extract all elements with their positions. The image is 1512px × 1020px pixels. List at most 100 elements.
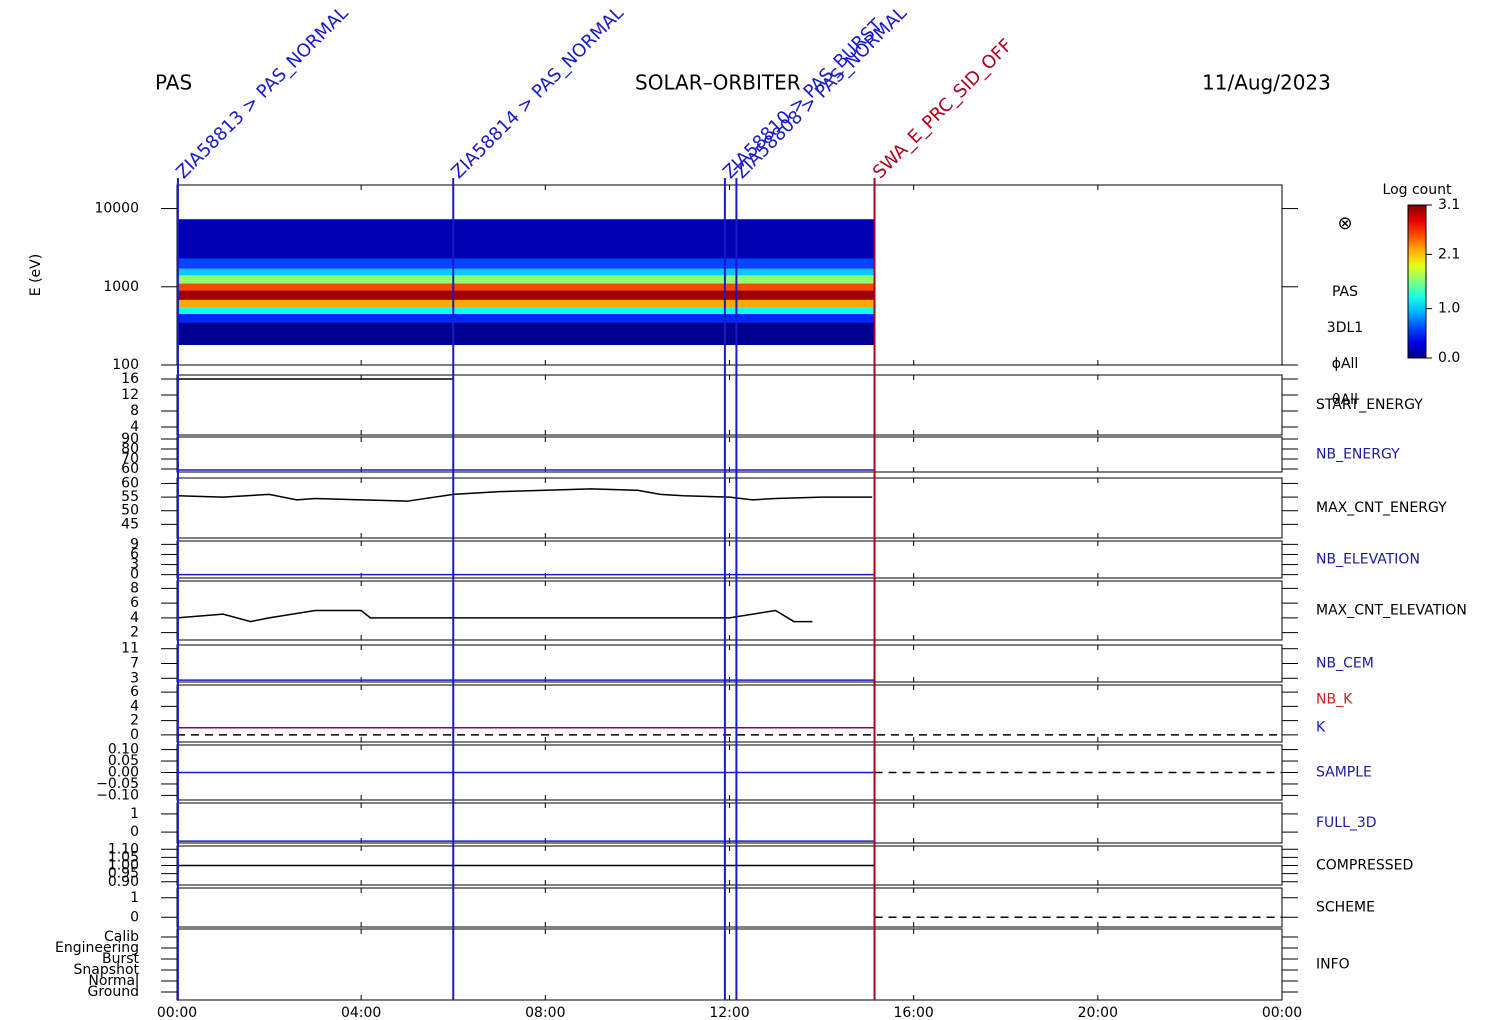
y-tick-label: 1.10 xyxy=(108,841,139,857)
y-tick-label: 4 xyxy=(130,610,139,626)
y-tick-label: 1.05 xyxy=(108,849,139,865)
y-tick-label: 11 xyxy=(121,641,139,657)
spectrogram-band xyxy=(177,283,875,291)
y-tick-label: 8 xyxy=(130,403,139,419)
panel-label: K xyxy=(1316,720,1326,736)
y-tick-label: 16 xyxy=(121,371,139,387)
y-tick-label: 1 xyxy=(130,806,139,822)
x-tick-label: 16:00 xyxy=(893,1005,933,1020)
panel-frame xyxy=(176,540,1283,579)
y-tick-label: 100 xyxy=(112,357,139,373)
y-tick-label: 55 xyxy=(121,489,139,505)
y-tick-label: 0 xyxy=(130,824,139,840)
y-tick-label: 60 xyxy=(121,461,139,477)
colorbar-tick-label: 2.1 xyxy=(1438,246,1460,262)
panel-frame xyxy=(176,887,1283,928)
panel-label: NB_ENERGY xyxy=(1316,447,1400,463)
colorbar-tick-label: 3.1 xyxy=(1438,197,1460,213)
spectrogram-band xyxy=(177,290,875,300)
panel-label: START_ENERGY xyxy=(1316,397,1423,413)
panel-label: NB_ELEVATION xyxy=(1316,552,1420,568)
spectrogram-band xyxy=(177,313,875,323)
panel-label: SCHEME xyxy=(1316,900,1375,916)
panel-frame xyxy=(176,374,1283,436)
y-tick-label: −0.05 xyxy=(96,776,139,792)
y-tick-label: 90 xyxy=(121,431,139,447)
header-left: PAS xyxy=(155,71,192,95)
y-tick-label: 4 xyxy=(130,698,139,714)
spectrogram-band xyxy=(177,268,875,276)
x-tick-label: 12:00 xyxy=(709,1005,749,1020)
y-tick-label: 0 xyxy=(130,909,139,925)
y-tick-label: 45 xyxy=(121,516,139,532)
y-tick-label: 0 xyxy=(130,727,139,743)
spectrogram-band xyxy=(177,258,875,269)
panel-frame xyxy=(176,436,1283,473)
category-label: Calib xyxy=(104,929,139,945)
y-tick-label: 1000 xyxy=(103,279,139,295)
panel-label: ϕAll xyxy=(1332,356,1359,372)
data-line xyxy=(176,488,873,502)
event-label: ZIA58814 > PAS_NORMAL xyxy=(447,3,627,183)
data-line xyxy=(176,609,813,623)
colorbar-tick-label: 0.0 xyxy=(1438,350,1460,366)
x-tick-label: 08:00 xyxy=(525,1005,565,1020)
panel-label: SAMPLE xyxy=(1316,765,1372,781)
panel-frame xyxy=(176,644,1283,683)
y-tick-label: 6 xyxy=(130,595,139,611)
category-label: Normal xyxy=(88,973,139,989)
y-tick-label: 80 xyxy=(121,441,139,457)
y-tick-label: −0.10 xyxy=(96,787,139,803)
header-center: SOLAR–ORBITER xyxy=(635,71,801,95)
y-tick-label: 3 xyxy=(130,557,139,573)
spectrogram-band xyxy=(177,219,875,259)
panel-label: MAX_CNT_ELEVATION xyxy=(1316,603,1467,619)
y-tick-label: 1 xyxy=(130,890,139,906)
y-axis-label: E (eV) xyxy=(28,254,44,296)
category-label: Snapshot xyxy=(74,962,140,978)
y-tick-label: 10000 xyxy=(94,201,139,217)
panel-frame xyxy=(176,802,1283,844)
event-label: SWA_E_PRC_SID_OFF xyxy=(869,35,1017,183)
y-tick-label: 0.90 xyxy=(108,874,139,890)
event-label: ZIA58813 > PAS_NORMAL xyxy=(172,3,352,183)
category-label: Burst xyxy=(102,951,140,967)
panel-frame xyxy=(176,684,1283,743)
panel-label: INFO xyxy=(1316,957,1350,973)
y-tick-label: 8 xyxy=(130,580,139,596)
panel-label: 3DL1 xyxy=(1327,320,1363,336)
panel-label: MAX_CNT_ENERGY xyxy=(1316,500,1447,516)
panel-label: COMPRESSED xyxy=(1316,858,1413,874)
colorbar xyxy=(1407,204,1427,359)
y-tick-label: 2 xyxy=(130,625,139,641)
y-tick-label: 60 xyxy=(121,475,139,491)
y-tick-label: 1.00 xyxy=(108,858,139,874)
y-tick-label: 6 xyxy=(130,546,139,562)
panel-label: NB_CEM xyxy=(1316,656,1374,672)
spectrogram-band xyxy=(177,322,875,346)
y-tick-label: 50 xyxy=(121,503,139,519)
y-tick-label: 7 xyxy=(130,656,139,672)
panel-label: NB_K xyxy=(1316,692,1353,708)
y-tick-label: 2 xyxy=(130,713,139,729)
y-tick-label: 12 xyxy=(121,387,139,403)
y-tick-label: 6 xyxy=(130,684,139,700)
category-label: Engineering xyxy=(55,940,139,956)
panel-frame xyxy=(176,928,1283,1001)
x-tick-label: 00:00 xyxy=(1262,1005,1302,1020)
x-tick-label: 20:00 xyxy=(1078,1005,1118,1020)
y-tick-label: 9 xyxy=(130,536,139,552)
y-tick-label: 3 xyxy=(130,670,139,686)
spectrogram-band xyxy=(177,307,875,314)
y-tick-label: 0 xyxy=(130,567,139,583)
panel-label: θAll xyxy=(1332,392,1358,408)
header-right: 11/Aug/2023 xyxy=(1202,71,1331,95)
panel-label: PAS xyxy=(1332,284,1358,300)
y-tick-label: 0.95 xyxy=(108,866,139,882)
symbol: ⊗ xyxy=(1337,213,1352,234)
y-tick-label: 4 xyxy=(130,419,139,435)
y-tick-label: 0.00 xyxy=(108,765,139,781)
spectrogram-band xyxy=(177,275,875,284)
colorbar-tick-label: 1.0 xyxy=(1438,301,1460,317)
